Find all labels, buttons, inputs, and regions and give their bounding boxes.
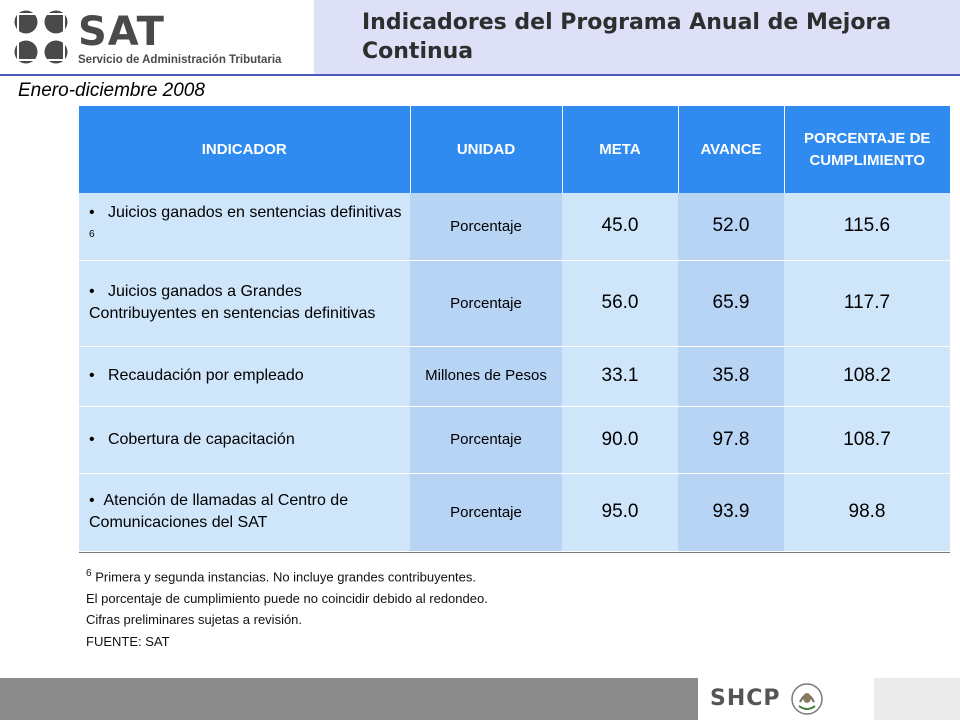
indicador-cell: • Juicios ganados en sentencias definiti… [79, 193, 410, 261]
indicador-text: Cobertura de capacitación [107, 430, 295, 448]
unidad-cell: Porcentaje [410, 260, 562, 347]
source-note: FUENTE: SAT [86, 633, 170, 649]
footnote-1: 6 Primera y segunda instancias. No inclu… [86, 563, 488, 588]
meta-cell: 56.0 [562, 260, 678, 347]
bullet: • [89, 430, 108, 448]
indicador-cell: • Recaudación por empleado [79, 346, 410, 407]
porcentaje-cell: 108.2 [784, 346, 950, 407]
indicador-text: Recaudación por empleado [107, 367, 304, 384]
shcp-text: SHCP [710, 686, 781, 711]
bullet: • [89, 367, 108, 384]
avance-cell: 97.8 [678, 406, 784, 474]
unidad-cell: Porcentaje [410, 473, 562, 552]
unidad-cell: Millones de Pesos [410, 346, 562, 407]
column-header-unidad: UNIDAD [410, 106, 563, 193]
bullet: • [89, 204, 108, 222]
avance-cell: 35.8 [678, 346, 784, 407]
footer-light-panel [874, 678, 960, 720]
footnote-3: Cifras preliminares sujetas a revisión. [86, 612, 303, 628]
meta-cell: 90.0 [562, 406, 678, 474]
avance-cell: 93.9 [678, 473, 784, 552]
unidad-cell: Porcentaje [410, 406, 562, 474]
footnotes: 6 Primera y segunda instancias. No inclu… [86, 563, 488, 652]
footnote-2: El porcentaje de cumplimiento puede no c… [86, 590, 488, 606]
period-subtitle: Enero-diciembre 2008 [18, 80, 205, 101]
footnote-marker: 6 [89, 229, 95, 241]
column-header-indicador: INDICADOR [79, 106, 411, 193]
bullet: • [89, 283, 108, 300]
table-row: • Recaudación por empleado Millones de P… [79, 346, 950, 407]
porcentaje-cell: 108.7 [784, 406, 950, 474]
column-header-meta: META [562, 106, 679, 193]
unidad-cell: Porcentaje [410, 193, 562, 261]
table-row: • Cobertura de capacitación Porcentaje 9… [79, 406, 950, 474]
footnote-1-text: Primera y segunda instancias. No incluye… [95, 569, 477, 585]
footnote-marker: 6 [86, 568, 92, 579]
table-row: • Atención de llamadas al Centro de Comu… [79, 473, 950, 552]
meta-cell: 45.0 [562, 193, 678, 261]
avance-cell: 52.0 [678, 193, 784, 261]
bullet: • [89, 492, 104, 509]
sat-logo-icon [14, 10, 68, 64]
column-header-avance: AVANCE [678, 106, 785, 193]
porcentaje-cell: 98.8 [784, 473, 950, 552]
logo-subtitle: Servicio de Administración Tributaria [78, 54, 282, 66]
indicador-cell: • Juicios ganados a Grandes Contribuyent… [79, 260, 410, 347]
indicador-cell: • Cobertura de capacitación [79, 406, 410, 474]
porcentaje-cell: 117.7 [784, 260, 950, 347]
indicador-text: Atención de llamadas al Centro de Comuni… [89, 492, 349, 531]
avance-cell: 65.9 [678, 260, 784, 347]
table-bottom-border [79, 552, 950, 553]
logo-text: SAT [78, 9, 165, 55]
header-divider [0, 74, 960, 76]
meta-cell: 95.0 [562, 473, 678, 552]
table-row: • Juicios ganados en sentencias definiti… [79, 193, 950, 261]
shcp-logo: SHCP [698, 678, 874, 720]
sat-logo: SAT Servicio de Administración Tributari… [12, 8, 312, 70]
meta-cell: 33.1 [562, 346, 678, 407]
table-row: • Juicios ganados a Grandes Contribuyent… [79, 260, 950, 347]
porcentaje-cell: 115.6 [784, 193, 950, 261]
title-box: Indicadores del Programa Anual de Mejora… [314, 0, 960, 74]
indicador-text: Juicios ganados a Grandes Contribuyentes… [89, 283, 376, 322]
indicador-text: Juicios ganados en sentencias definitiva… [107, 204, 402, 222]
column-header-porcentaje: PORCENTAJE DE CUMPLIMIENTO [784, 106, 950, 193]
national-seal-icon [791, 683, 823, 715]
indicators-table: INDICADOR UNIDAD META AVANCE PORCENTAJE … [79, 106, 950, 552]
page-title: Indicadores del Programa Anual de Mejora… [362, 10, 892, 64]
indicador-cell: • Atención de llamadas al Centro de Comu… [79, 473, 410, 552]
